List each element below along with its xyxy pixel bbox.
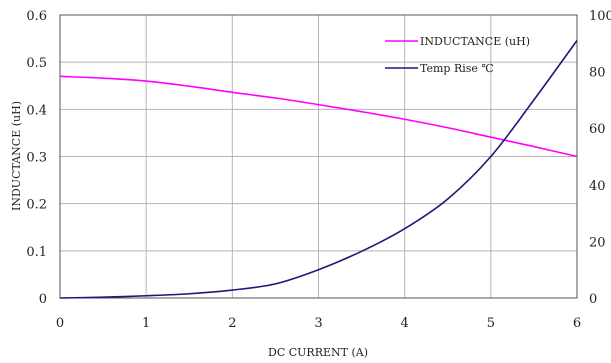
y2-tick-label: 80 — [589, 66, 606, 81]
y-tick-label: 0.2 — [26, 198, 47, 213]
y2-tick-label: 100 — [589, 9, 611, 24]
x-tick-label: 3 — [314, 316, 322, 331]
x-tick-label: 0 — [56, 316, 64, 331]
y-tick-label: 0.4 — [26, 103, 47, 118]
y2-tick-label: 60 — [589, 122, 606, 137]
legend: INDUCTANCE (uH) Temp Rise ℃ — [385, 35, 530, 75]
y2-tick-label: 20 — [589, 235, 606, 250]
x-axis-title: DC CURRENT (A) — [268, 346, 368, 359]
series-line-temp-rise — [59, 40, 578, 299]
y-tick-label: 0.1 — [26, 245, 47, 260]
y-tick-labels: 0 0.1 0.2 0.3 0.4 0.5 0.6 — [26, 9, 47, 307]
x-tick-label: 5 — [487, 316, 495, 331]
y-tick-label: 0.6 — [26, 9, 47, 24]
x-tick-label: 2 — [228, 316, 236, 331]
y2-tick-label: 0 — [589, 292, 597, 307]
x-tick-labels: 0 1 2 3 4 5 6 — [56, 316, 581, 331]
x-tick-label: 4 — [401, 316, 409, 331]
x-tick-label: 1 — [142, 316, 150, 331]
legend-label-temp-rise: Temp Rise ℃ — [420, 62, 494, 75]
legend-label-inductance: INDUCTANCE (uH) — [420, 35, 530, 48]
series-group — [59, 40, 578, 299]
y-axis-title: INDUCTANCE (uH) — [10, 101, 23, 211]
x-tick-label: 6 — [573, 316, 581, 331]
y-tick-label: 0.3 — [26, 151, 47, 166]
y-tick-label: 0 — [39, 292, 47, 307]
series-line-inductance — [59, 75, 578, 158]
grid — [60, 15, 577, 298]
y2-tick-label: 40 — [589, 179, 606, 194]
y2-tick-labels: 0 20 40 60 80 100 — [589, 9, 611, 307]
y-tick-label: 0.5 — [26, 56, 47, 71]
